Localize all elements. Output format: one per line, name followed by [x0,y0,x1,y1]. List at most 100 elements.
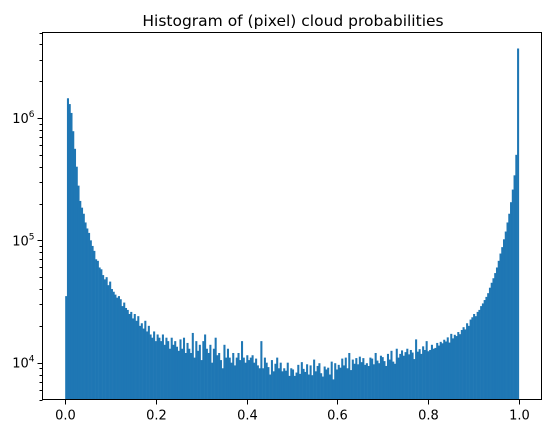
histogram-bar [77,185,80,400]
histogram-bar [237,352,240,400]
histogram-bars [65,48,520,400]
histogram-bar [409,349,412,400]
histogram-bar [65,296,68,400]
histogram-bar [378,363,381,400]
histogram-bar [269,374,272,400]
histogram-bar [133,313,136,400]
histogram-bar [337,364,340,400]
histogram-bar [265,362,268,400]
histogram-bar [119,299,122,400]
histogram-bar [480,306,483,400]
histogram-bar [364,364,367,400]
histogram-bar [73,148,77,400]
histogram-bar [390,350,393,400]
histogram-bar [494,273,497,400]
histogram-bar [251,355,254,400]
histogram-bar [284,370,288,400]
histogram-bar [226,348,230,400]
histogram-bar [330,361,333,400]
x-tick-label: 1.0 [509,409,530,424]
x-tick-label: 0.4 [237,409,258,424]
histogram-bar [508,213,511,400]
histogram-bar [495,267,499,400]
histogram-bar [429,349,432,400]
histogram-bar [478,309,481,400]
histogram-bar [372,364,375,400]
histogram-bar [492,278,495,400]
histogram-bar [184,352,187,400]
histogram-bar [216,355,219,400]
histogram-bar [193,357,196,400]
histogram-bar [218,352,221,400]
histogram-bar [286,362,289,400]
histogram-bar [209,344,212,400]
histogram-bar [311,375,314,400]
histogram-bar [437,345,440,400]
histogram-bar [353,363,356,400]
histogram-bar [327,367,330,400]
histogram-bar [121,306,124,400]
histogram-bar [408,354,411,400]
histogram-bar [376,360,379,400]
histogram-bar [197,350,200,400]
histogram-bar [221,368,224,400]
histogram-bar [124,307,128,400]
histogram-bar [511,189,514,400]
histogram-bar [161,334,164,400]
histogram-bar [105,277,108,400]
histogram-bar [460,329,463,400]
histogram-bar [223,344,226,400]
histogram-bar [401,350,404,400]
histogram-bar [439,341,442,400]
histogram-bar [191,332,194,400]
histogram-bar [158,337,161,400]
histogram-bar [79,200,82,400]
histogram-bar [413,359,416,400]
histogram-bar [325,369,328,400]
x-tick-label: 0.2 [146,409,167,424]
y-tick-base: 10 [12,234,29,249]
histogram-bar [137,316,140,400]
histogram-bar [66,98,69,400]
histogram-bar [448,342,451,400]
chart-title: Histogram of (pixel) cloud probabilities [142,12,443,30]
histogram-bar [483,300,486,400]
histogram-bar [515,154,518,400]
y-tick-exponent: 5 [29,232,35,242]
histogram-bar [188,348,191,400]
histogram-bar [299,373,302,400]
histogram-bar [432,348,435,400]
x-axis: 0.0 0.2 0.4 0.6 0.8 1.0 [55,399,530,424]
histogram-bar [93,250,96,400]
histogram-bar [128,313,131,400]
histogram-bar [207,352,210,400]
histogram-bar [181,348,184,400]
histogram-bar [260,341,263,400]
y-tick-base: 10 [12,357,29,372]
histogram-bar [277,368,280,400]
histogram-bar [139,325,142,400]
histogram-bar [415,339,418,400]
histogram-bar [379,355,382,400]
histogram-bar [172,344,175,400]
x-tick-label: 0.0 [55,409,76,424]
histogram-bar [246,355,249,400]
histogram-bar [444,341,448,400]
histogram-bar [91,245,94,400]
histogram-bar [156,334,159,400]
histogram-bar [393,363,397,400]
histogram-bar [292,369,295,400]
histogram-bar [283,368,286,400]
histogram-bar [320,373,323,400]
histogram-bar [411,352,414,400]
histogram-bar [182,337,186,400]
histogram-bar [281,371,284,400]
histogram-bar [355,358,358,400]
histogram-bar [230,362,233,400]
histogram-bar [350,370,353,400]
histogram-bar [214,337,217,400]
histogram-bar [457,332,460,400]
histogram-bar [446,337,449,400]
histogram-bar [392,361,395,400]
histogram-bar [436,342,439,400]
